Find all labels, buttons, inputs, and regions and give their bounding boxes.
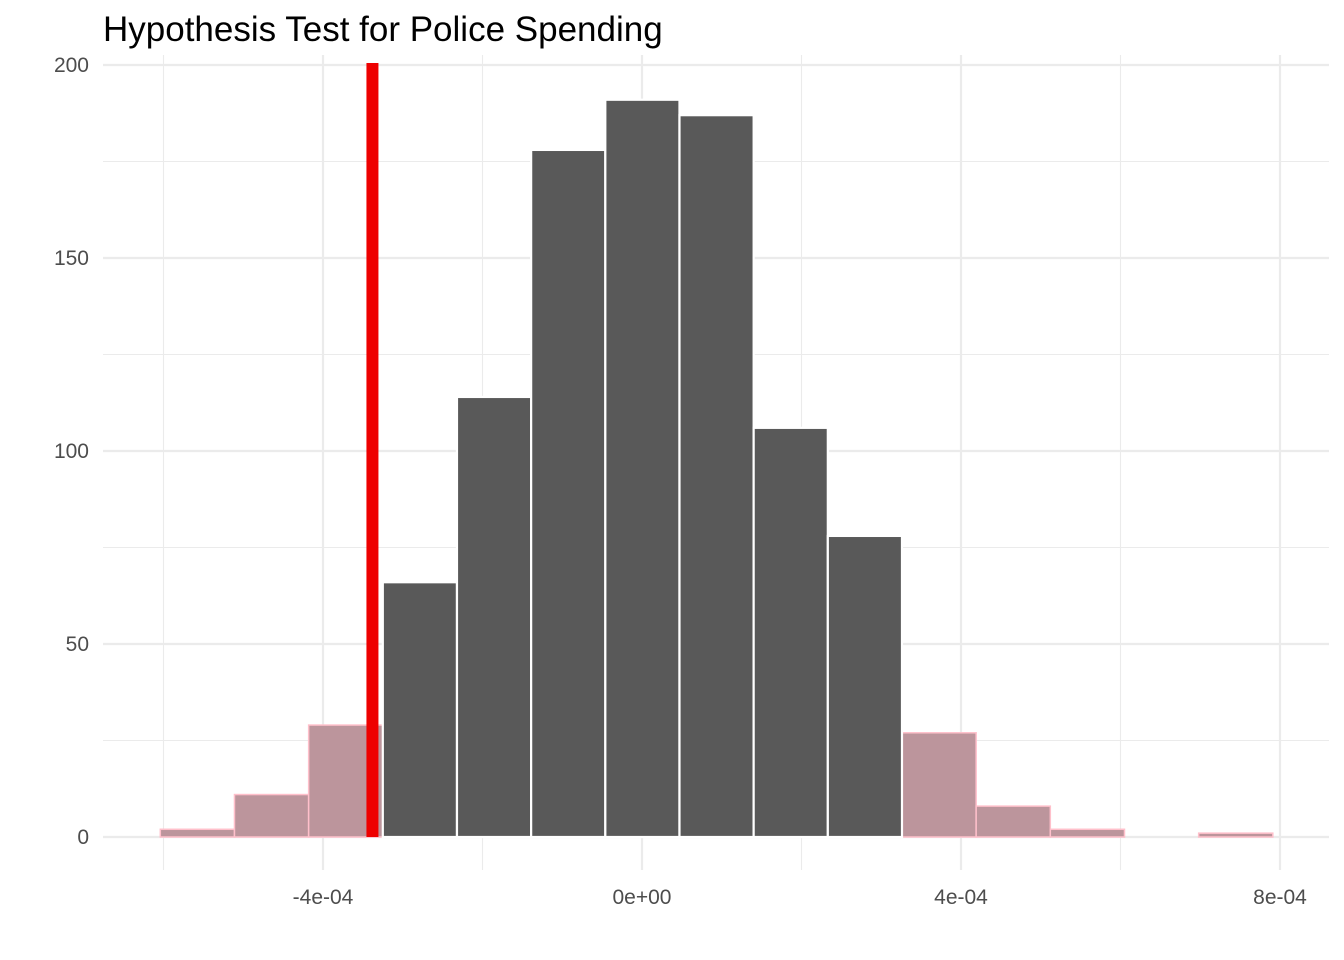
histogram-bars	[381, 98, 904, 839]
shaded-region-bars	[159, 724, 1274, 838]
histogram-bar	[826, 534, 904, 839]
chart-title: Hypothesis Test for Police Spending	[103, 10, 663, 49]
y-axis-tick-labels: 0 50 100 150 200	[54, 54, 89, 849]
histogram-bar	[604, 98, 681, 839]
shaded-bar	[1197, 832, 1274, 838]
shaded-bar	[1049, 828, 1126, 838]
histogram-bar	[678, 114, 755, 839]
histogram-bar	[381, 581, 459, 839]
x-tick-label: 8e-04	[1253, 886, 1307, 909]
x-tick-label: 0e+00	[613, 886, 672, 909]
y-tick-label: 150	[54, 247, 89, 270]
histogram-bar	[455, 395, 533, 839]
y-tick-label: 100	[54, 440, 89, 463]
histogram-bar	[752, 426, 829, 839]
shaded-bar	[901, 732, 977, 838]
x-tick-label: -4e-04	[293, 886, 354, 909]
y-tick-label: 50	[66, 633, 89, 656]
y-tick-label: 200	[54, 54, 89, 77]
shaded-bar	[975, 805, 1052, 838]
y-tick-label: 0	[77, 826, 89, 849]
histogram-bar	[530, 148, 607, 839]
x-axis-tick-labels: -4e-04 0e+00 4e-04 8e-04	[293, 886, 1308, 909]
shaded-bar	[159, 828, 236, 838]
shaded-bar	[233, 793, 310, 838]
x-tick-label: 4e-04	[934, 886, 988, 909]
